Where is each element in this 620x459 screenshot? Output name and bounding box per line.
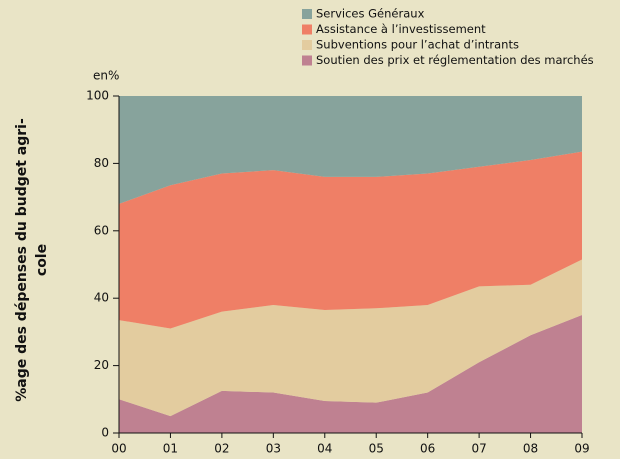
x-tick-label: 09 xyxy=(574,442,589,456)
legend-label: Soutien des prix et réglementation des m… xyxy=(316,53,594,67)
x-tick-label: 04 xyxy=(317,442,332,456)
y-tick-label: 20 xyxy=(94,358,109,372)
legend-swatch xyxy=(302,9,312,19)
x-tick-label: 03 xyxy=(266,442,281,456)
area xyxy=(119,259,582,417)
y-unit-label: en% xyxy=(93,69,119,83)
x-tick-label: 07 xyxy=(471,442,486,456)
y-tick-label: 80 xyxy=(94,156,109,170)
y-tick-label: 40 xyxy=(94,291,109,305)
area xyxy=(119,151,582,329)
area xyxy=(119,315,582,433)
y-tick-label: 60 xyxy=(94,223,109,237)
x-tick-label: 06 xyxy=(420,442,435,456)
x-tick-label: 01 xyxy=(163,442,178,456)
legend-label: Assistance à l’investissement xyxy=(316,22,486,36)
area xyxy=(119,96,582,204)
legend-swatch xyxy=(302,24,312,35)
legend-swatch xyxy=(302,55,312,66)
x-tick-label: 00 xyxy=(111,442,126,456)
legend-swatch xyxy=(302,40,312,50)
legend-label: Subventions pour l’achat d’intrants xyxy=(316,38,519,52)
x-tick-label: 08 xyxy=(523,442,538,456)
y-axis-title: cole xyxy=(34,244,50,276)
x-tick-label: 05 xyxy=(369,442,384,456)
y-tick-label: 100 xyxy=(86,89,109,103)
y-tick-label: 0 xyxy=(101,426,109,440)
legend-label: Services Généraux xyxy=(316,7,425,21)
x-tick-label: 02 xyxy=(214,442,229,456)
y-axis-title: %age des dépenses du budget agri- xyxy=(14,118,30,402)
